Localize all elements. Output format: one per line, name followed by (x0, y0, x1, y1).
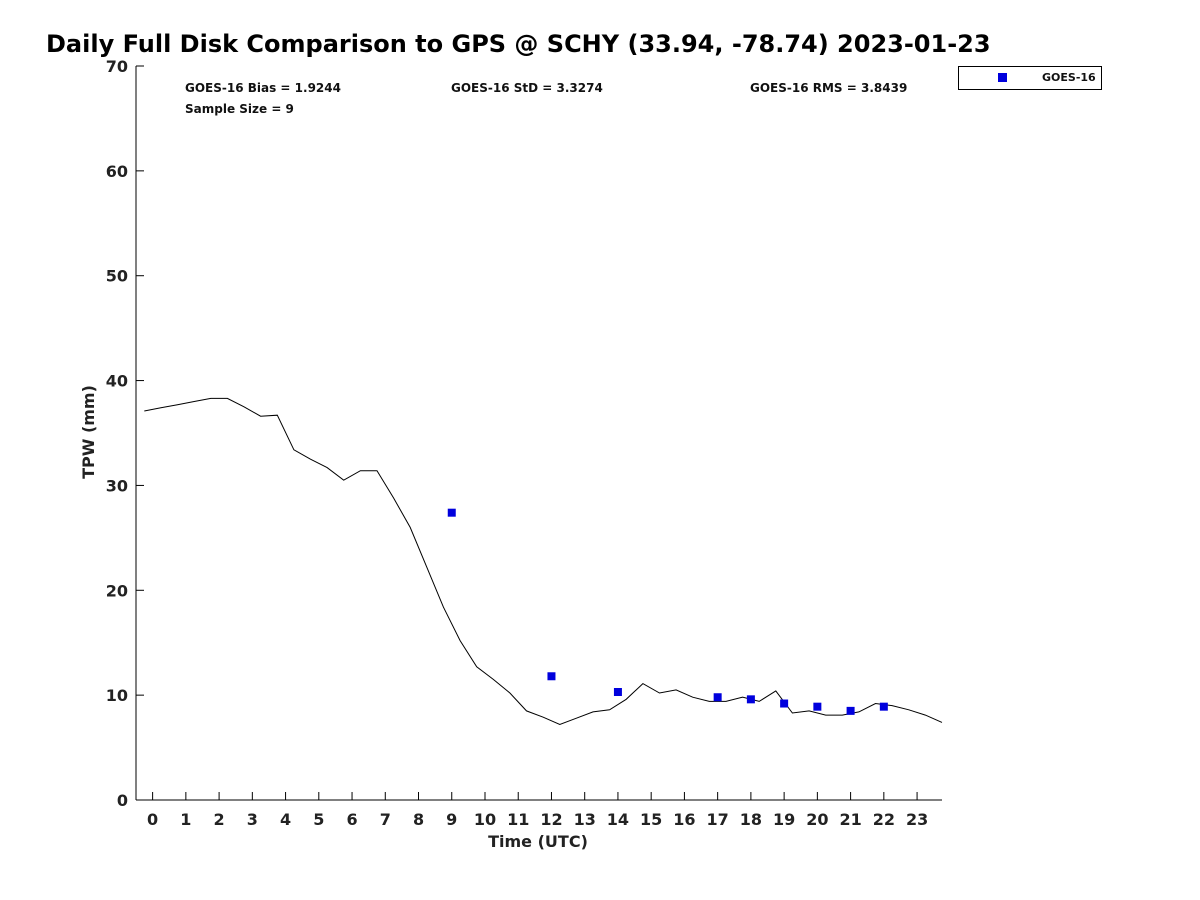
y-tick-label: 0 (117, 791, 128, 810)
x-tick-label: 15 (640, 810, 662, 829)
legend-box (958, 66, 1102, 90)
goes16-point (447, 508, 456, 517)
rms-stat: GOES-16 RMS = 3.8439 (750, 81, 907, 95)
legend-marker (998, 73, 1007, 82)
x-tick-label: 17 (707, 810, 729, 829)
goes16-point (547, 672, 556, 681)
goes16-point (780, 699, 789, 708)
goes16-point (746, 695, 755, 704)
chart-title: Daily Full Disk Comparison to GPS @ SCHY… (46, 30, 991, 58)
y-tick-label: 30 (106, 476, 128, 495)
x-tick-label: 22 (873, 810, 895, 829)
x-axis-title: Time (UTC) (488, 832, 588, 851)
x-tick-label: 13 (574, 810, 596, 829)
x-axis: 0 1 2 3 4 5 6 7 8 9 10 11 12 13 14 15 16 17 18 19 20 21 22 23 (147, 792, 928, 829)
goes16-point (879, 702, 888, 711)
x-tick-label: 18 (740, 810, 762, 829)
x-tick-label: 0 (147, 810, 158, 829)
x-tick-label: 4 (280, 810, 291, 829)
sample-size-stat: Sample Size = 9 (185, 102, 294, 116)
y-axis-title: TPW (mm) (79, 385, 98, 479)
x-tick-label: 11 (507, 810, 529, 829)
x-tick-label: 20 (806, 810, 828, 829)
y-tick-label: 10 (106, 686, 128, 705)
goes16-series (447, 508, 888, 715)
goes16-point (846, 706, 855, 715)
x-tick-label: 14 (607, 810, 629, 829)
x-tick-label: 19 (773, 810, 795, 829)
std-stat: GOES-16 StD = 3.3274 (451, 81, 603, 95)
x-tick-label: 7 (380, 810, 391, 829)
legend-label: GOES-16 (1042, 71, 1096, 84)
bias-stat: GOES-16 Bias = 1.9244 (185, 81, 341, 95)
goes16-point (813, 702, 822, 711)
x-tick-label: 5 (313, 810, 324, 829)
y-tick-label: 20 (106, 581, 128, 600)
y-tick-label: 70 (106, 57, 128, 76)
goes16-point (713, 693, 722, 702)
x-tick-label: 12 (540, 810, 562, 829)
goes16-point (613, 687, 622, 696)
x-tick-label: 6 (346, 810, 357, 829)
gps-line (144, 397, 943, 726)
x-tick-label: 9 (446, 810, 457, 829)
axes (135, 66, 942, 801)
gps-series (144, 397, 943, 726)
legend: GOES-16 (958, 66, 1102, 90)
x-tick-label: 1 (180, 810, 191, 829)
y-tick-label: 50 (106, 267, 128, 286)
x-tick-label: 23 (906, 810, 928, 829)
y-tick-label: 40 (106, 372, 128, 391)
x-tick-label: 10 (474, 810, 496, 829)
x-tick-label: 2 (214, 810, 225, 829)
x-tick-label: 16 (673, 810, 695, 829)
y-axis: 0 10 20 30 40 50 60 70 (106, 57, 144, 810)
x-tick-label: 8 (413, 810, 424, 829)
x-tick-label: 21 (839, 810, 861, 829)
x-tick-label: 3 (247, 810, 258, 829)
y-tick-label: 60 (106, 162, 128, 181)
